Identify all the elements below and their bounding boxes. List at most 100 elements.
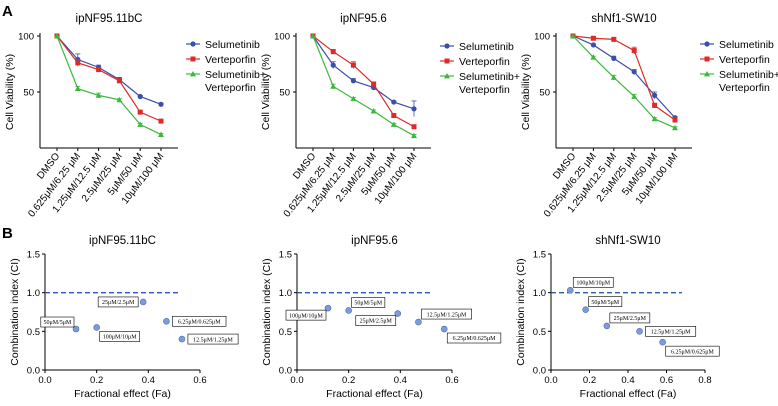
legend-label: Verteporfin [719,54,770,66]
x-tick-label: 0.2 [90,375,103,386]
x-axis-label: Fractional effect (Fa) [74,388,171,400]
series-circle [570,33,678,121]
data-point [411,132,417,139]
series-line [312,35,415,128]
data-point [345,307,352,314]
data-point [611,36,617,42]
x-tick-label: 0.6 [445,375,458,386]
legend-label: Verteporfin [459,56,510,68]
y-tick-label: 0.0 [533,366,546,377]
series-line [312,35,415,137]
y-tick-label: 0.0 [279,366,292,377]
data-point [74,85,81,92]
series-triangle [570,33,678,131]
data-point [394,310,402,317]
y-tick-label: 1.0 [27,288,40,299]
legend-marker [444,58,450,64]
data-point [330,83,337,89]
scatter-chart-4: ipNF95.11bC 0.0 0.5 1.0 1.5 0.0 0.2 0.4 0.6 Fract… [9,235,239,400]
data-point [391,113,397,119]
x-tick-label: 0.4 [142,375,155,386]
annotation-label: 12.5μM/1.25μM [651,330,691,336]
scatter-chart-6: shNf1-SW10 0.0 0.5 1.0 1.5 0.0 0.2 0.4 0.6 0.8 Fra… [515,235,720,400]
data-point [116,96,123,103]
data-point [672,117,678,123]
series-square [570,33,678,123]
data-point [324,304,332,312]
annotation-box [355,315,397,326]
annotation-box [40,316,75,328]
annotation-label: 50μM/5μM [44,320,72,326]
annotation-label: 100μM/10μM [576,281,610,287]
legend-marker [444,43,450,49]
y-axis-label: Combination index (CI) [9,258,21,365]
data-point [158,131,164,137]
panel-label-b: B [2,225,13,242]
annotation-label: 12.5μM/1.25μM [427,312,467,318]
data-point [370,108,377,114]
data-point [411,124,417,130]
y-tick-label: 0.5 [279,327,292,338]
y-axis-label: Combination index (CI) [261,258,273,365]
x-tick-label: 0.6 [193,375,206,386]
data-point [178,335,186,343]
data-point [631,48,637,54]
scatter-chart-5: ipNF95.6 0.0 0.5 1.0 1.5 0.0 0.2 0.4 0.6 Fraction… [261,235,502,400]
data-point [54,33,60,39]
data-point [310,33,316,39]
series-square [54,33,164,124]
series-square [310,33,417,130]
data-point [590,42,597,48]
x-tick-label: 0.2 [342,375,355,386]
legend-label: Selumetinib [459,41,514,53]
legend-label-line: Selumetinib+ [459,71,520,83]
data-point [631,93,638,99]
data-point [636,328,643,335]
annotation-box [99,331,140,342]
data-point [610,74,617,80]
legend-label-line: Selumetinib+ [719,69,778,81]
chart-title: ipNF95.6 [351,235,398,247]
legend-marker [190,56,196,62]
data-point [95,92,102,98]
legend-label: Selumetinib [205,39,260,51]
y-tick-label: 1.5 [27,250,40,261]
legend-marker [704,41,710,47]
data-point [96,67,102,73]
data-point [603,322,611,330]
x-tick-label: 0.2 [583,375,596,386]
y-tick-label: 1.0 [533,288,546,299]
annotation-box [588,296,623,307]
data-point [631,69,637,75]
series-line [572,35,676,121]
x-tick-label: 0.8 [698,375,711,386]
annotation-box [187,333,239,345]
annotation-box [446,332,502,344]
data-point [330,49,336,55]
data-point [72,325,80,333]
annotation-label: 6.25μM/0.625μM [671,349,714,355]
y-tick-label: 100 [18,32,34,43]
y-tick-label: 50 [279,88,290,99]
x-axis-label: Fractional effect (Fa) [326,388,423,400]
y-tick-label: 100 [274,32,290,43]
data-point [350,78,356,84]
legend-label: Selumetinib+ Verteporfin [459,71,520,96]
y-tick-label: 0.5 [533,327,546,338]
data-point [652,102,658,108]
series-line [572,35,676,119]
y-tick-label: 1.0 [279,288,292,299]
chart-title: shNf1-SW10 [595,235,660,247]
annotation-label: 25μM/2.5μM [102,300,135,306]
data-point [139,298,147,306]
y-tick-label: 50 [539,88,550,99]
data-point [590,35,596,41]
annotation-label: 12.5μM/1.25μM [193,337,233,343]
data-point [371,81,377,87]
data-point [116,78,122,84]
y-tick-label: 1.5 [533,250,546,261]
annotation-box [665,345,720,357]
